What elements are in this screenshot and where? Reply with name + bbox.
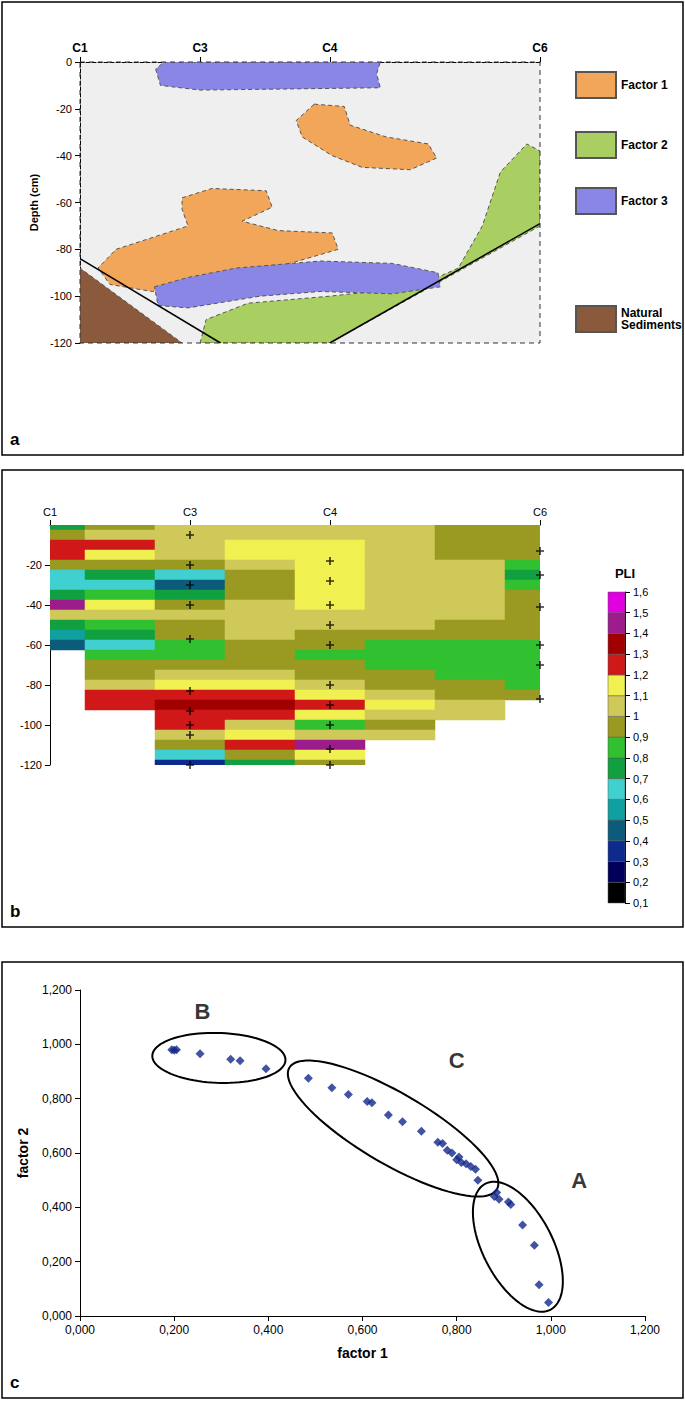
svg-text:-120: -120	[20, 759, 42, 771]
svg-text:0,6: 0,6	[633, 793, 648, 805]
svg-text:-80: -80	[56, 243, 72, 255]
svg-text:1,4: 1,4	[633, 627, 648, 639]
svg-text:0,600: 0,600	[42, 1146, 72, 1160]
svg-text:-100: -100	[20, 719, 42, 731]
svg-text:C: C	[449, 1048, 465, 1073]
svg-text:1,200: 1,200	[42, 983, 72, 997]
svg-text:-40: -40	[56, 150, 72, 162]
svg-text:1,000: 1,000	[536, 1323, 566, 1337]
svg-text:0,5: 0,5	[633, 814, 648, 826]
svg-text:Natural: Natural	[621, 306, 666, 320]
svg-text:0,200: 0,200	[159, 1323, 189, 1337]
svg-text:0,400: 0,400	[253, 1323, 283, 1337]
svg-text:C1: C1	[43, 506, 57, 518]
svg-text:1,3: 1,3	[633, 648, 648, 660]
svg-text:-40: -40	[26, 599, 42, 611]
svg-text:-80: -80	[26, 679, 42, 691]
svg-text:0,000: 0,000	[42, 1309, 72, 1323]
svg-text:c: c	[10, 1373, 19, 1392]
svg-text:0,7: 0,7	[633, 773, 648, 785]
svg-text:C6: C6	[532, 41, 548, 55]
svg-text:A: A	[571, 1168, 587, 1193]
svg-text:0,800: 0,800	[42, 1092, 72, 1106]
svg-text:1,1: 1,1	[633, 690, 648, 702]
svg-text:-120: -120	[50, 337, 72, 349]
svg-text:C3: C3	[183, 506, 197, 518]
svg-text:1,000: 1,000	[42, 1037, 72, 1051]
svg-text:1,5: 1,5	[633, 607, 648, 619]
svg-text:1,6: 1,6	[633, 586, 648, 598]
svg-text:0,2: 0,2	[633, 876, 648, 888]
svg-text:-20: -20	[56, 103, 72, 115]
svg-text:-20: -20	[26, 559, 42, 571]
svg-text:C4: C4	[322, 41, 338, 55]
svg-text:factor 1: factor 1	[337, 1345, 388, 1361]
svg-text:B: B	[194, 999, 210, 1024]
svg-text:C6: C6	[533, 506, 547, 518]
svg-text:-100: -100	[50, 290, 72, 302]
svg-text:Factor 1: Factor 1	[621, 78, 668, 92]
svg-text:0,3: 0,3	[633, 856, 648, 868]
svg-text:1,2: 1,2	[633, 669, 648, 681]
svg-text:0,8: 0,8	[633, 752, 648, 764]
svg-text:Depth (cm): Depth (cm)	[28, 173, 40, 231]
svg-text:0,800: 0,800	[442, 1323, 472, 1337]
svg-text:0,600: 0,600	[347, 1323, 377, 1337]
svg-text:1: 1	[633, 710, 639, 722]
svg-text:Factor 3: Factor 3	[621, 194, 668, 208]
svg-text:C1: C1	[72, 41, 88, 55]
svg-text:-60: -60	[56, 197, 72, 209]
svg-text:0,200: 0,200	[42, 1255, 72, 1269]
svg-text:PLI: PLI	[615, 566, 635, 581]
svg-text:0,9: 0,9	[633, 731, 648, 743]
svg-text:a: a	[10, 430, 20, 449]
svg-text:0: 0	[66, 56, 72, 68]
svg-text:0,4: 0,4	[633, 835, 648, 847]
svg-text:0,400: 0,400	[42, 1200, 72, 1214]
svg-text:1,200: 1,200	[630, 1323, 660, 1337]
svg-text:0,1: 0,1	[633, 897, 648, 909]
svg-text:Sediments: Sediments	[621, 318, 682, 332]
svg-text:C4: C4	[323, 506, 337, 518]
svg-text:Factor 2: Factor 2	[621, 138, 668, 152]
svg-text:C3: C3	[192, 41, 208, 55]
svg-text:-60: -60	[26, 639, 42, 651]
svg-text:factor 2: factor 2	[15, 1128, 31, 1179]
svg-text:0,000: 0,000	[65, 1323, 95, 1337]
svg-text:b: b	[10, 902, 20, 921]
